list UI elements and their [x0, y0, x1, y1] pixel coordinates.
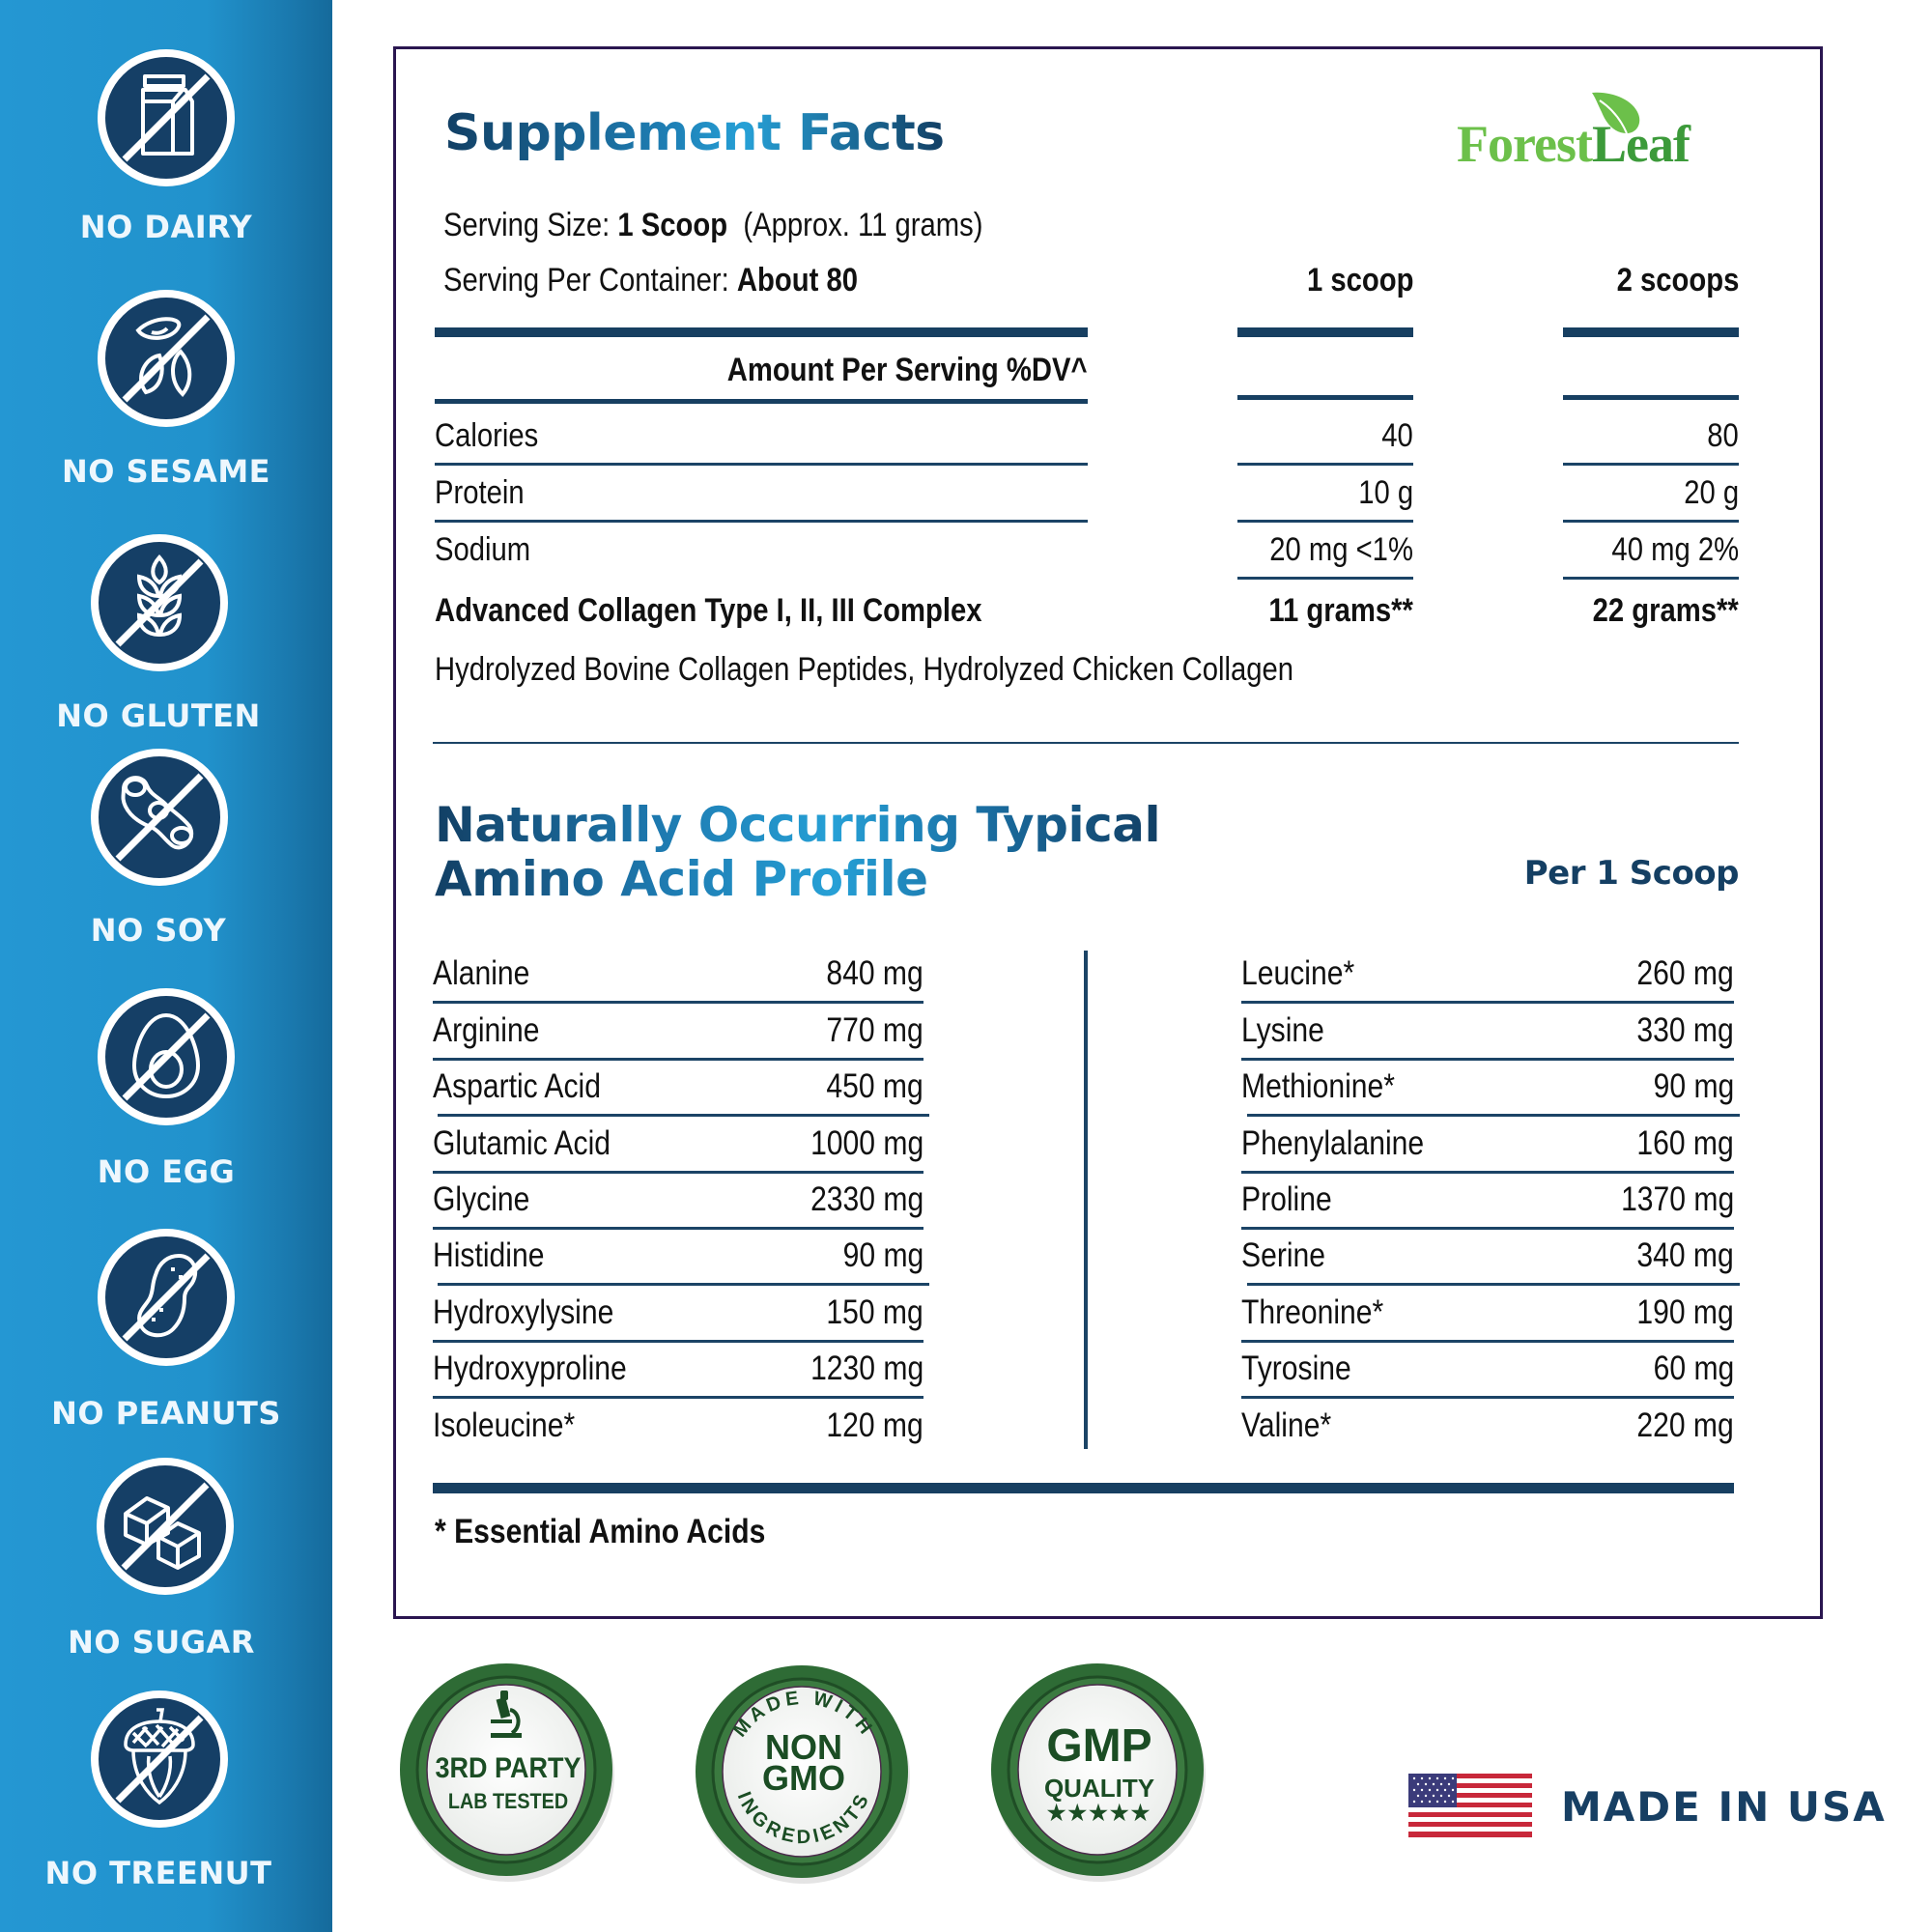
allergen-label: NO PEANUTS: [51, 1395, 281, 1432]
allergen-sidebar: NO DAIRY NO SESAME: [0, 0, 332, 1932]
badge-gmp-quality: GMP QUALITY ★★★★★: [989, 1656, 1209, 1886]
amino-row: Hydroxyproline 1230 mg: [433, 1342, 923, 1399]
amino-row: Alanine 840 mg: [433, 947, 923, 1004]
milk-carton-icon: [96, 47, 237, 188]
allergen-label: NO TREENUT: [44, 1855, 272, 1891]
allergen-label: NO SOY: [90, 912, 227, 949]
made-in-usa: MADE IN USA: [1408, 1774, 1885, 1841]
leaf-icon: [1592, 92, 1640, 134]
per-scoop-label: Per 1 Scoop: [1523, 854, 1740, 893]
acorn-icon: [89, 1689, 230, 1830]
wheat-icon: [89, 532, 230, 673]
row-divider: [1563, 463, 1739, 466]
amino-row: Tyrosine 60 mg: [1241, 1342, 1734, 1399]
allergen-label: NO SESAME: [61, 453, 271, 490]
amino-row: Valine* 220 mg: [1241, 1406, 1734, 1444]
divider-bar: [433, 1483, 1734, 1493]
allergen-label: NO DAIRY: [79, 209, 253, 245]
nutrient-label: Advanced Collagen Type I, II, III Comple…: [435, 592, 982, 629]
amino-row: Arginine 770 mg: [433, 1004, 923, 1061]
section-divider: [433, 742, 1739, 744]
row-divider: [1237, 463, 1413, 466]
badge-line2: GMO: [762, 1758, 845, 1798]
divider-bar: [1563, 327, 1739, 337]
amino-row: Aspartic Acid 450 mg: [433, 1060, 929, 1117]
egg-icon: [96, 986, 237, 1127]
allergen-label: NO SUGAR: [68, 1624, 255, 1661]
amino-row: Glycine 2330 mg: [433, 1173, 923, 1230]
amino-row: Lysine 330 mg: [1241, 1004, 1734, 1061]
peanut-icon: [96, 1227, 237, 1368]
nutrient-label: Protein: [435, 474, 525, 511]
divider-bar: [1563, 395, 1739, 400]
brand-name: ForestLeaf: [1457, 115, 1690, 173]
amount-per-serving-header: Amount Per Serving %DV^: [727, 352, 1088, 388]
amino-row: Isoleucine* 120 mg: [433, 1406, 923, 1444]
amino-profile-title: Naturally Occurring Typical Amino Acid P…: [435, 797, 1161, 907]
nutrient-value-2: 80: [1707, 417, 1739, 454]
column-separator: [1084, 951, 1088, 1449]
row-divider: [435, 520, 1088, 523]
badge-line2: LAB TESTED: [447, 1789, 569, 1813]
nutrient-value-1: 40: [1381, 417, 1413, 454]
nutrient-value-2: 20 g: [1684, 474, 1739, 511]
footnote: * Essential Amino Acids: [435, 1513, 766, 1550]
made-in-usa-label: MADE IN USA: [1561, 1783, 1887, 1831]
row-divider: [435, 463, 1088, 466]
divider-bar: [1237, 327, 1413, 337]
soybean-icon: [89, 747, 230, 888]
amino-row: Proline 1370 mg: [1241, 1173, 1734, 1230]
row-divider: [1563, 577, 1739, 580]
divider-bar: [1237, 395, 1413, 400]
allergen-label: NO GLUTEN: [56, 697, 261, 734]
badge-line2: QUALITY: [1043, 1774, 1155, 1803]
column-header-1-scoop: 1 scoop: [1306, 262, 1413, 298]
nutrient-value-1: 20 mg <1%: [1269, 531, 1413, 568]
sugar-cubes-icon: [95, 1456, 236, 1597]
amino-row: Leucine* 260 mg: [1241, 947, 1734, 1004]
amino-row: Serine 340 mg: [1241, 1229, 1740, 1286]
ingredients-text: Hydrolyzed Bovine Collagen Peptides, Hyd…: [435, 651, 1294, 688]
nutrient-value-1: 11 grams**: [1268, 592, 1413, 629]
nutrient-label: Sodium: [435, 531, 531, 568]
amino-row: Glutamic Acid 1000 mg: [433, 1117, 923, 1174]
badge-line1: NON: [765, 1727, 842, 1767]
us-flag-icon: [1408, 1774, 1532, 1837]
row-divider: [1237, 520, 1413, 523]
badge-non-gmo: MADE WITH INGREDIENTS NON GMO: [694, 1658, 914, 1888]
amino-row: Phenylalanine 160 mg: [1241, 1117, 1734, 1174]
supplement-facts-panel: [393, 46, 1823, 1619]
servings-per-container: Serving Per Container: About 80: [443, 262, 859, 298]
divider-bar: [435, 399, 1088, 404]
badge-line1: 3RD PARTY: [435, 1752, 582, 1784]
nutrient-value-1: 10 g: [1358, 474, 1413, 511]
star-rating-icon: ★★★★★: [1046, 1801, 1152, 1825]
nutrient-value-2: 40 mg 2%: [1611, 531, 1739, 568]
amino-row: Histidine 90 mg: [433, 1229, 929, 1286]
row-divider: [1563, 520, 1739, 523]
badge-line1: GMP: [1046, 1720, 1152, 1772]
amino-row: Threonine* 190 mg: [1241, 1286, 1734, 1343]
page-title: Supplement Facts: [444, 104, 945, 162]
sesame-seeds-icon: [96, 288, 237, 429]
brand-logo: ForestLeaf: [1457, 89, 1737, 176]
amino-row: Methionine* 90 mg: [1241, 1060, 1740, 1117]
badge-3rd-party-lab-tested: 3RD PARTY LAB TESTED: [398, 1656, 618, 1886]
serving-size: Serving Size: 1 Scoop (Approx. 11 grams): [443, 207, 983, 243]
divider-bar: [435, 327, 1088, 337]
allergen-label: NO EGG: [97, 1153, 236, 1190]
row-divider: [1237, 577, 1413, 580]
amino-row: Hydroxylysine 150 mg: [433, 1286, 923, 1343]
nutrient-label: Calories: [435, 417, 539, 454]
column-header-2-scoops: 2 scoops: [1616, 262, 1739, 298]
nutrient-value-2: 22 grams**: [1592, 592, 1739, 629]
